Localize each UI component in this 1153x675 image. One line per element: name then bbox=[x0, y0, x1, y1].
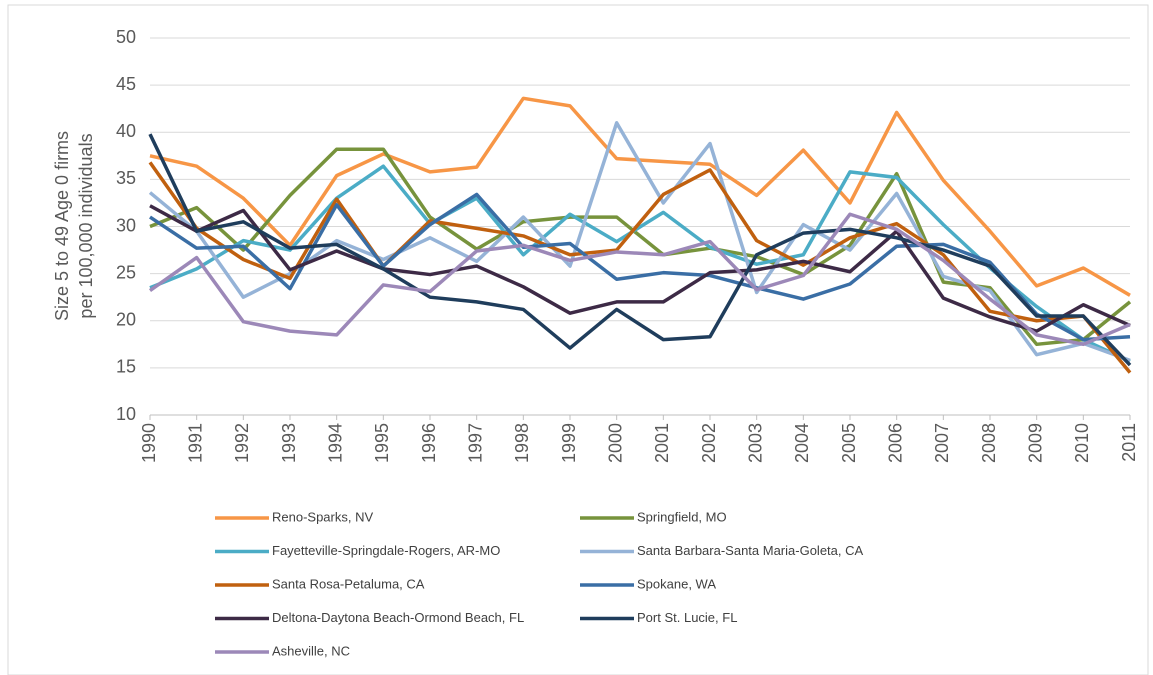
series-line bbox=[149, 164, 1131, 363]
series-line bbox=[148, 212, 1131, 347]
legend-label: Reno-Sparks, NV bbox=[272, 509, 373, 524]
x-tick-label: 1994 bbox=[325, 423, 345, 463]
y-axis-title-line: Size 5 to 49 Age 0 firms bbox=[52, 131, 72, 321]
y-axis-title-line: per 100,000 individuals bbox=[76, 133, 96, 318]
x-tick-label: 2011 bbox=[1119, 423, 1139, 462]
x-tick-label: 2003 bbox=[745, 423, 765, 463]
x-tick-label: 1998 bbox=[512, 423, 532, 463]
y-tick-label: 40 bbox=[116, 121, 136, 141]
legend-label: Asheville, NC bbox=[272, 643, 350, 658]
y-tick-label: 30 bbox=[116, 215, 136, 235]
y-tick-label: 20 bbox=[116, 310, 136, 330]
y-axis-title: Size 5 to 49 Age 0 firms per 100,000 ind… bbox=[52, 131, 96, 321]
x-tick-label: 2004 bbox=[792, 423, 812, 463]
legend-label: Deltona-Daytona Beach-Ormond Beach, FL bbox=[272, 610, 524, 625]
x-tick-label: 2000 bbox=[605, 423, 625, 463]
y-tick-label: 50 bbox=[116, 27, 136, 47]
chart-frame bbox=[7, 4, 1149, 675]
y-tick-label: 35 bbox=[116, 168, 136, 188]
y-tick-label: 15 bbox=[116, 357, 136, 377]
x-tick-label: 1993 bbox=[279, 423, 299, 463]
legend-label: Springfield, MO bbox=[637, 509, 727, 524]
y-tick-label: 25 bbox=[116, 262, 136, 282]
legend-label: Spokane, WA bbox=[637, 576, 716, 591]
series-line bbox=[148, 161, 1132, 374]
x-tick-label: 1996 bbox=[419, 423, 439, 463]
series-line bbox=[148, 133, 1132, 367]
legend-label: Santa Barbara-Santa Maria-Goleta, CA bbox=[637, 543, 863, 558]
series-line bbox=[149, 204, 1131, 333]
legend-label: Fayetteville-Springdale-Rogers, AR-MO bbox=[272, 543, 500, 558]
y-tick-label: 10 bbox=[116, 404, 136, 424]
x-tick-label: 2007 bbox=[932, 423, 952, 463]
x-tick-label: 2005 bbox=[839, 423, 859, 463]
legend-label: Port St. Lucie, FL bbox=[637, 610, 737, 625]
x-tick-label: 2006 bbox=[885, 423, 905, 463]
x-tick-label: 1999 bbox=[559, 423, 579, 463]
x-tick-label: 1992 bbox=[232, 423, 252, 463]
x-tick-label: 2010 bbox=[1072, 423, 1092, 463]
x-tick-label: 2002 bbox=[699, 423, 719, 463]
x-tick-label: 2008 bbox=[979, 423, 999, 463]
x-tick-label: 1997 bbox=[465, 423, 485, 463]
y-tick-label: 45 bbox=[116, 74, 136, 94]
x-tick-label: 1990 bbox=[139, 423, 159, 463]
x-tick-label: 1995 bbox=[372, 423, 392, 463]
x-tick-label: 1991 bbox=[185, 423, 205, 463]
x-tick-label: 2009 bbox=[1025, 423, 1045, 463]
legend-label: Santa Rosa-Petaluma, CA bbox=[272, 576, 425, 591]
x-tick-label: 2001 bbox=[652, 423, 672, 463]
